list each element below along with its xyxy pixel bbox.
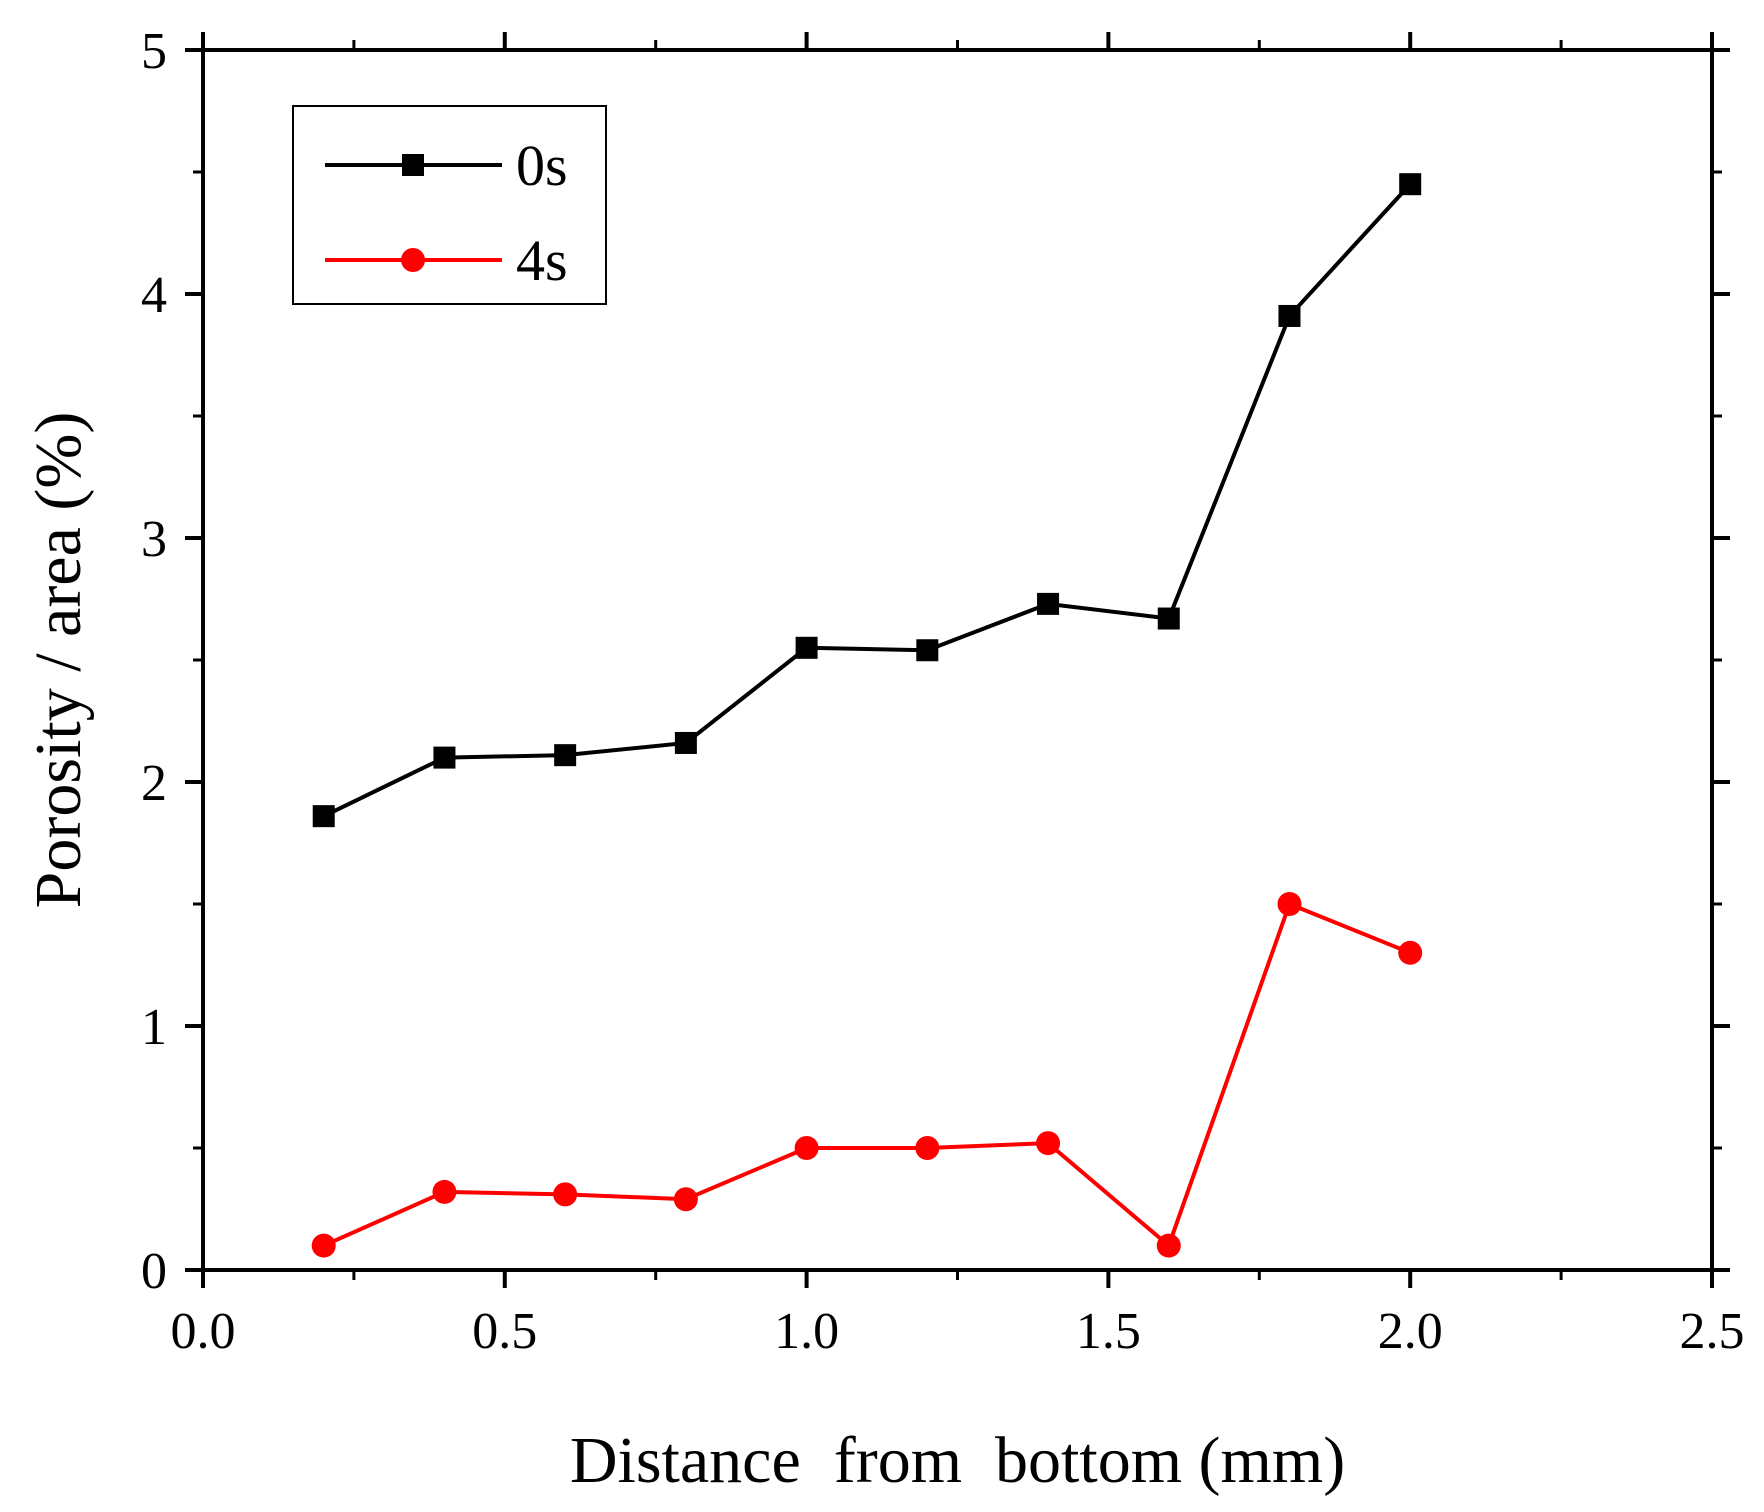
data-point-4s: [553, 1182, 578, 1207]
data-point-0s: [1278, 304, 1301, 327]
y-tick-label: 4: [141, 267, 167, 324]
data-point-0s: [795, 636, 818, 659]
data-point-4s: [432, 1179, 457, 1204]
x-tick-label: 1.0: [774, 1303, 839, 1360]
series-line-0s: [322, 182, 1412, 818]
data-point-0s: [554, 744, 577, 767]
y-tick-label: 5: [141, 23, 167, 80]
axis-tick-labels: 0.0 0.5 1.0 1.5 2.0 2.5 0 1 2 3 4 5: [141, 23, 1745, 1360]
x-tick-label: 1.5: [1076, 1303, 1141, 1360]
legend-marker-4s: [401, 248, 425, 272]
y-tick-label: 0: [141, 1243, 167, 1300]
data-point-0s: [916, 639, 939, 662]
legend-box: [292, 105, 607, 305]
data-point-4s: [794, 1136, 819, 1160]
axis-ticks: [185, 32, 1730, 1288]
y-tick-label: 3: [141, 511, 167, 568]
data-point-4s: [1036, 1131, 1061, 1156]
data-point-4s: [1277, 892, 1302, 916]
legend-label-0s: 0s: [516, 133, 568, 198]
x-tick-label: 0.5: [472, 1303, 537, 1360]
data-point-0s: [1399, 173, 1422, 196]
data-point-4s: [1398, 940, 1423, 965]
x-tick-label: 2.0: [1378, 1303, 1443, 1360]
y-tick-label: 2: [141, 755, 167, 812]
x-tick-label: 2.5: [1680, 1303, 1745, 1360]
plot-lines: [322, 182, 1412, 1250]
series-line-4s: [322, 901, 1411, 1250]
data-point-4s: [1156, 1233, 1181, 1258]
legend-label-4s: 4s: [516, 228, 568, 293]
data-point-0s: [312, 805, 335, 828]
data-point-4s: [673, 1187, 698, 1212]
data-point-0s: [1037, 592, 1060, 615]
legend-marker-0s: [402, 154, 424, 176]
data-point-0s: [1157, 607, 1180, 630]
x-axis-title: Distance from bottom (mm): [570, 1424, 1345, 1497]
x-tick-label: 0.0: [171, 1303, 236, 1360]
data-point-4s: [915, 1136, 940, 1160]
data-point-0s: [674, 731, 697, 754]
y-tick-label: 1: [141, 999, 167, 1056]
y-axis-title: Porosity / area (%): [22, 412, 95, 909]
plot-markers: [311, 173, 1423, 1258]
data-point-0s: [433, 746, 456, 769]
data-point-4s: [311, 1233, 336, 1258]
